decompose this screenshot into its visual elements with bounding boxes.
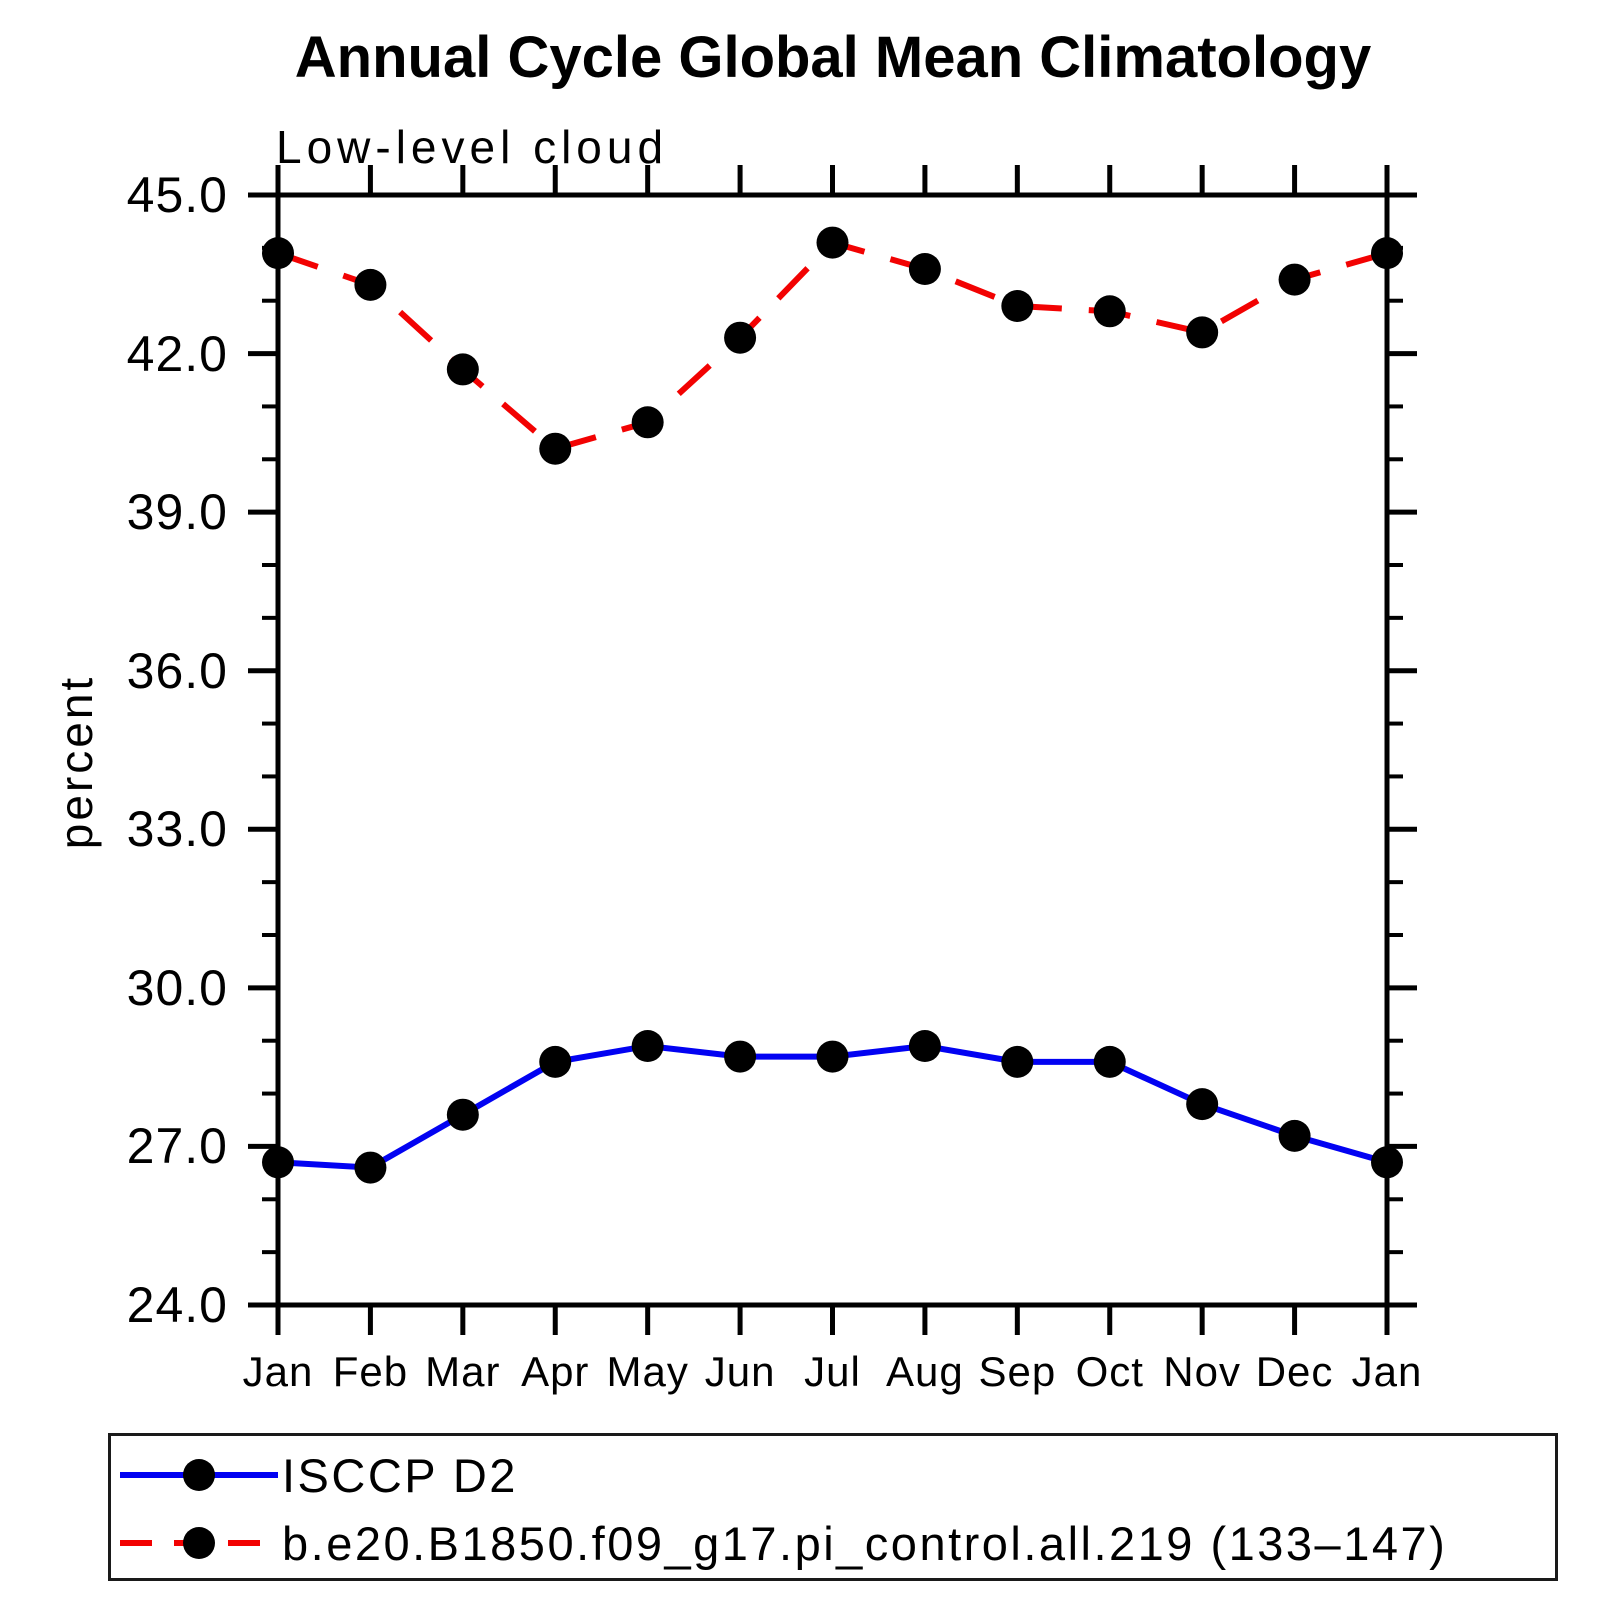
data-point-marker <box>1278 263 1311 296</box>
x-tick-label: Mar <box>425 1348 501 1395</box>
data-point-marker <box>1371 237 1403 270</box>
data-point-marker <box>1001 290 1034 322</box>
y-tick-label: 36.0 <box>126 642 228 699</box>
x-tick-label: Jun <box>704 1348 776 1395</box>
data-point-marker <box>539 1045 572 1078</box>
x-tick-label: Dec <box>1255 1348 1334 1395</box>
data-point-marker <box>724 1040 757 1073</box>
data-point-marker <box>262 237 294 270</box>
data-point-marker <box>816 1040 849 1073</box>
data-point-marker <box>816 226 849 259</box>
data-point-marker <box>262 1146 294 1179</box>
data-point-marker <box>1093 1045 1126 1078</box>
x-tick-label: Nov <box>1163 1348 1241 1395</box>
y-tick-label: 33.0 <box>126 801 228 858</box>
plot-box <box>275 192 1390 1308</box>
x-tick-label: Feb <box>332 1348 409 1395</box>
data-point-marker <box>1186 316 1219 349</box>
y-tick-label: 30.0 <box>126 959 228 1016</box>
data-point-marker <box>631 406 664 439</box>
x-tick-label: Jul <box>804 1348 861 1395</box>
data-point-marker <box>1186 1088 1219 1121</box>
y-tick-label: 24.0 <box>126 1277 228 1333</box>
x-tick-label: Apr <box>521 1348 590 1395</box>
x-tick-label: Jan <box>242 1348 314 1395</box>
legend-label-model: b.e20.B1850.f09_g17.pi_control.all.219 (… <box>282 1516 1448 1570</box>
chart-subtitle: Low-level cloud <box>276 121 669 173</box>
data-point-marker <box>631 1030 664 1062</box>
data-point-marker <box>908 1030 941 1062</box>
data-point-marker <box>354 268 387 301</box>
data-point-marker <box>908 253 941 285</box>
data-point-marker <box>446 1098 479 1131</box>
data-point-marker <box>446 353 479 386</box>
data-point-marker <box>539 432 572 465</box>
x-tick-label: Sep <box>978 1348 1057 1395</box>
y-tick-label: 45.0 <box>126 167 228 223</box>
y-tick-label: 27.0 <box>126 1118 228 1175</box>
legend-marker-dot <box>183 1459 215 1491</box>
x-tick-label: Jan <box>1351 1348 1423 1395</box>
data-point-marker <box>1371 1146 1403 1179</box>
y-tick-label: 42.0 <box>126 325 228 382</box>
x-tick-label: May <box>606 1348 689 1395</box>
legend-line-sample-solid <box>120 1459 278 1491</box>
legend-marker-dot <box>183 1527 215 1559</box>
data-point-marker <box>1001 1045 1034 1078</box>
data-point-marker <box>1278 1119 1311 1152</box>
data-point-marker <box>354 1151 387 1184</box>
legend-label-isccp: ISCCP D2 <box>282 1448 518 1502</box>
legend-line-sample-dashed <box>120 1527 278 1559</box>
legend: ISCCP D2 b.e20.B1850.f09_g17.pi_control.… <box>108 1433 1558 1581</box>
series-line-1 <box>277 239 1388 453</box>
legend-entry-model: b.e20.B1850.f09_g17.pi_control.all.219 (… <box>116 1508 1447 1578</box>
x-tick-label: Oct <box>1075 1348 1144 1395</box>
data-point-marker <box>724 321 757 354</box>
legend-entry-isccp: ISCCP D2 <box>116 1440 518 1510</box>
y-tick-label: 39.0 <box>126 484 228 541</box>
data-point-marker <box>1093 295 1126 328</box>
chart-title: Annual Cycle Global Mean Climatology <box>294 25 1372 90</box>
x-tick-label: Aug <box>886 1348 964 1395</box>
